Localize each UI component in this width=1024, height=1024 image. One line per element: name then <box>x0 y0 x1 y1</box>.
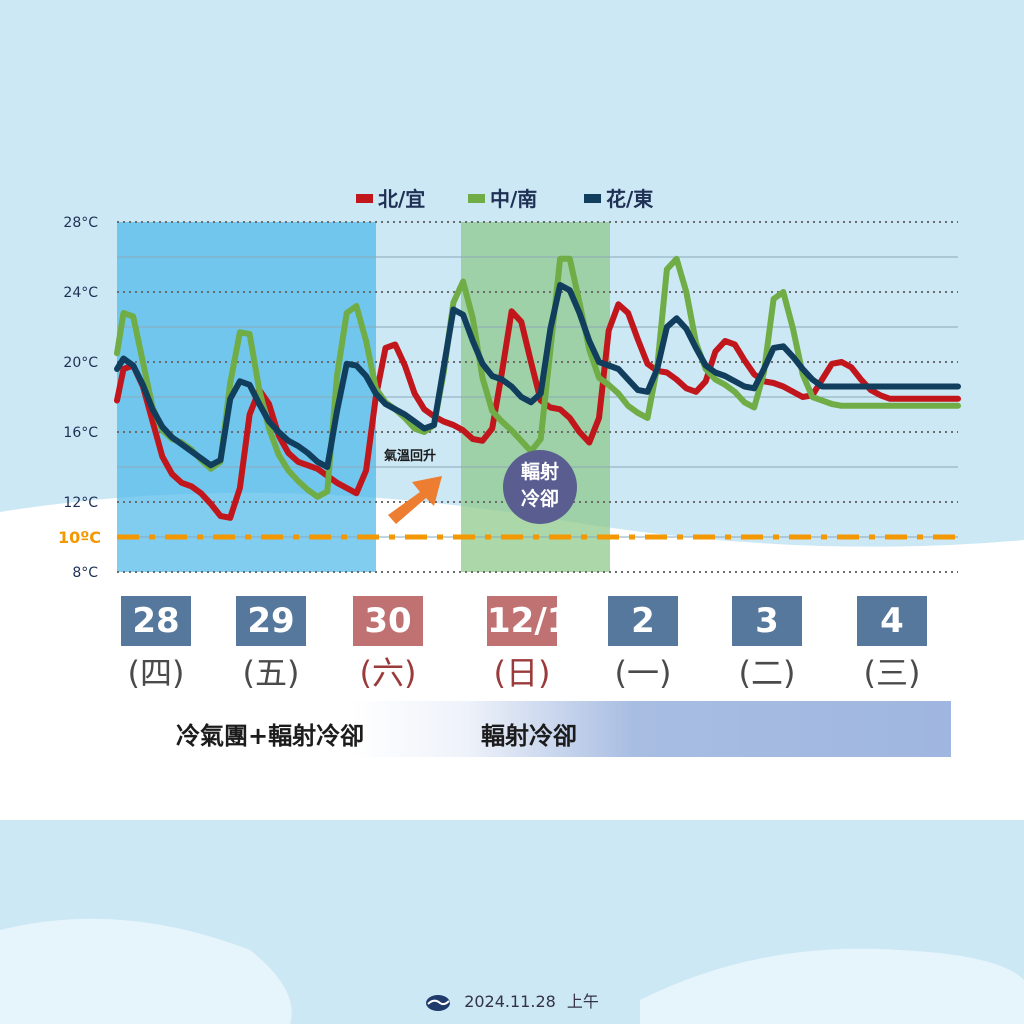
arrow-up-right-icon <box>388 476 442 524</box>
threshold-label: 10ºC <box>58 528 101 547</box>
cloud-left <box>0 918 292 1024</box>
weekday-tue: (二) <box>738 654 796 692</box>
footer-time: 上午 <box>566 992 599 1011</box>
day-box-2: 2 <box>608 596 678 646</box>
legend-label-north: 北/宜 <box>378 187 425 211</box>
phase-label-cold-air: 冷氣團+輻射冷卻 <box>176 722 365 750</box>
weekday-sun: (日) <box>493 654 551 692</box>
phase-label-radiation: 輻射冷卻 <box>481 722 577 750</box>
legend-swatch-east <box>584 194 601 203</box>
weekday-sat: (六) <box>359 654 417 692</box>
day-box-28: 28 <box>121 596 191 646</box>
series-lines <box>114 255 961 521</box>
bubble-line-1: 輻射 <box>521 460 559 483</box>
day-box-3: 3 <box>732 596 802 646</box>
day-box-12-1: 12/1 <box>487 596 570 646</box>
legend-swatch-central <box>468 194 485 203</box>
weekday-thu: (四) <box>127 654 185 692</box>
y-axis: 28°C 24°C 20°C 16°C 12°C 8°C <box>63 215 98 581</box>
series-line-central-south <box>114 255 961 500</box>
cloud-right <box>640 948 1024 1024</box>
series-line-hualien-taitung <box>114 282 961 470</box>
legend-label-central: 中/南 <box>490 187 537 211</box>
legend-swatch-north <box>356 194 373 203</box>
phase-band <box>117 701 951 757</box>
day-box-4: 4 <box>857 596 927 646</box>
weekday-mon: (一) <box>614 654 672 692</box>
bubble-line-2: 冷卻 <box>521 487 559 510</box>
annotation-temp-rise: 氣溫回升 <box>384 448 436 464</box>
y-tick-label: 16°C <box>63 425 98 441</box>
cwa-logo-icon <box>426 994 451 1011</box>
legend-label-east: 花/東 <box>606 187 653 211</box>
y-tick-label: 8°C <box>72 565 98 581</box>
day-box-30: 30 <box>353 596 423 646</box>
weekday-fri: (五) <box>242 654 300 692</box>
footer: 2024.11.28 上午 <box>0 988 1024 1012</box>
weekday-wed: (三) <box>863 654 921 692</box>
y-tick-label: 28°C <box>63 215 98 231</box>
radiation-bubble <box>503 450 577 524</box>
y-tick-label: 24°C <box>63 285 98 301</box>
footer-date: 2024.11.28 <box>464 992 556 1011</box>
day-box-29: 29 <box>236 596 306 646</box>
y-tick-label: 20°C <box>63 355 98 371</box>
series-line-north-yilan <box>114 301 961 521</box>
legend: 北/宜 中/南 花/東 <box>356 187 653 211</box>
y-tick-label: 12°C <box>63 495 98 511</box>
